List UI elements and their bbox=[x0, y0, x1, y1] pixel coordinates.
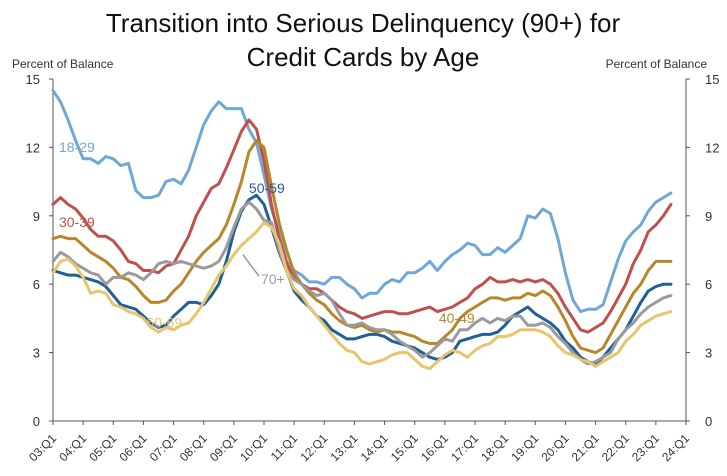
series-line-70+ bbox=[51, 200, 673, 366]
chart-title-line-2: Credit Cards by Age bbox=[247, 42, 480, 72]
series-label-40-49: 40-49 bbox=[439, 310, 475, 326]
x-tick-label: 14:Q1 bbox=[358, 431, 391, 464]
x-tick-label: 20:Q1 bbox=[539, 431, 572, 464]
y-axis-right-label: Percent of Balance bbox=[606, 57, 708, 71]
series-label-leader-70plus bbox=[242, 254, 260, 277]
x-tick-label: 17:Q1 bbox=[448, 431, 481, 464]
x-tick-label: 15:Q1 bbox=[388, 431, 421, 464]
chart-title-line-1: Transition into Serious Delinquency (90+… bbox=[106, 8, 621, 38]
x-tick-label: 12:Q1 bbox=[297, 431, 330, 464]
series-label-60-69: 60-69 bbox=[146, 315, 182, 331]
x-tick-label: 08:Q1 bbox=[177, 431, 210, 464]
x-tick-label: 04:Q1 bbox=[56, 431, 89, 464]
x-tick-label: 10:Q1 bbox=[237, 431, 270, 464]
series-label-30-39: 30-39 bbox=[59, 214, 95, 230]
x-tick-label: 13:Q1 bbox=[328, 431, 361, 464]
series-label-18-29: 18-29 bbox=[59, 139, 95, 155]
y-tick-label-left: 9 bbox=[33, 209, 40, 224]
x-tick-label: 18:Q1 bbox=[478, 431, 511, 464]
x-tick-label: 23:Q1 bbox=[629, 431, 662, 464]
series-line-60-69 bbox=[51, 221, 673, 371]
x-tick-label: 22:Q1 bbox=[599, 431, 632, 464]
y-tick-label-left: 0 bbox=[33, 414, 40, 429]
x-tick-label: 24:Q1 bbox=[659, 431, 692, 464]
y-tick-label-right: 15 bbox=[705, 72, 719, 87]
series-line-40-49 bbox=[51, 139, 673, 355]
y-tick-label-right: 9 bbox=[705, 209, 712, 224]
x-tick-label: 11:Q1 bbox=[268, 431, 301, 464]
x-tick-label: 19:Q1 bbox=[508, 431, 541, 464]
x-tick-label: 03:Q1 bbox=[26, 431, 59, 464]
x-tick-label: 09:Q1 bbox=[207, 431, 240, 464]
y-tick-label-right: 6 bbox=[705, 277, 712, 292]
y-tick-label-left: 15 bbox=[26, 72, 40, 87]
x-tick-label: 16:Q1 bbox=[418, 431, 451, 464]
series-line-50-59 bbox=[51, 193, 673, 366]
series-line-18-29 bbox=[51, 88, 673, 314]
series-label-50-59: 50-59 bbox=[249, 180, 285, 196]
y-tick-label-right: 0 bbox=[705, 414, 712, 429]
y-tick-label-left: 6 bbox=[33, 277, 40, 292]
x-tick-label: 06:Q1 bbox=[117, 431, 150, 464]
x-tick-label: 05:Q1 bbox=[86, 431, 119, 464]
y-tick-label-right: 12 bbox=[705, 140, 719, 155]
x-tick-label: 07:Q1 bbox=[147, 431, 180, 464]
series-label-70+: 70+ bbox=[261, 271, 285, 287]
series-line-30-39 bbox=[51, 118, 673, 334]
y-tick-label-left: 3 bbox=[33, 346, 40, 361]
series-labels-layer: 18-29 30-39 50-59 40-49 70+ 60-69 bbox=[59, 139, 475, 331]
x-tick-label: 21:Q1 bbox=[569, 431, 602, 464]
series-layer bbox=[51, 88, 673, 371]
y-tick-label-left: 12 bbox=[26, 140, 40, 155]
y-axis-left-label: Percent of Balance bbox=[12, 57, 114, 71]
y-tick-label-right: 3 bbox=[705, 346, 712, 361]
